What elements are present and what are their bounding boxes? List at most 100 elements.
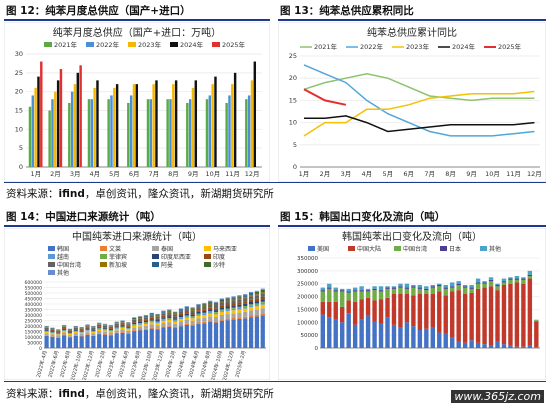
stack-segment xyxy=(91,331,96,332)
stack-segment xyxy=(482,282,487,284)
stack-segment xyxy=(173,314,178,317)
stack-segment xyxy=(254,306,260,310)
series-line xyxy=(303,64,535,137)
stack-segment xyxy=(50,332,55,334)
stack-segment xyxy=(196,304,201,305)
stack-segment xyxy=(359,291,364,300)
stack-segment xyxy=(404,288,410,294)
legend-label: 中国台湾 xyxy=(403,245,427,253)
stack-segment xyxy=(231,313,236,319)
bar xyxy=(59,69,63,167)
y-tick-label: 400000 xyxy=(24,302,42,308)
stack-segment xyxy=(527,345,533,348)
stack-segment xyxy=(91,333,96,336)
bar xyxy=(231,84,234,167)
stack-segment xyxy=(91,329,96,331)
y-tick-label: 200000 xyxy=(24,324,42,330)
stack-segment xyxy=(521,346,526,348)
stack-segment xyxy=(126,324,131,326)
stack-segment xyxy=(149,312,154,314)
stack-segment xyxy=(456,283,461,285)
bar xyxy=(37,76,40,167)
stack-segment xyxy=(237,318,242,348)
stack-segment xyxy=(149,313,154,315)
stack-segment xyxy=(508,277,513,279)
stack-segment xyxy=(208,311,213,313)
stack-segment xyxy=(132,318,137,320)
stack-segment xyxy=(260,288,265,290)
stack-segment xyxy=(404,283,410,288)
legend-swatch xyxy=(100,246,107,251)
stack-segment xyxy=(120,329,125,333)
bar xyxy=(115,84,119,167)
stack-segment xyxy=(155,315,160,316)
stack-segment xyxy=(219,314,224,320)
legend-swatch xyxy=(86,42,94,47)
stack-segment xyxy=(85,327,90,329)
stack-segment xyxy=(333,301,338,320)
legend-swatch xyxy=(128,42,136,47)
stack-segment xyxy=(62,331,67,333)
stack-segment xyxy=(527,270,533,275)
stack-segment xyxy=(173,311,178,313)
stack-segment xyxy=(56,330,61,332)
stack-segment xyxy=(225,297,230,299)
stack-segment xyxy=(248,291,254,294)
legend-label: 2024年 xyxy=(452,42,476,51)
legend-swatch xyxy=(100,262,107,267)
stack-segment xyxy=(155,325,160,329)
stack-segment xyxy=(196,307,201,311)
stack-segment xyxy=(73,329,78,331)
stack-segment xyxy=(443,295,448,334)
stack-segment xyxy=(248,299,254,302)
stack-segment xyxy=(143,329,149,348)
stack-segment xyxy=(161,319,166,321)
stack-segment xyxy=(184,307,189,309)
stack-segment xyxy=(44,327,49,330)
stack-segment xyxy=(488,345,494,348)
stack-segment xyxy=(173,313,178,315)
stack-segment xyxy=(173,323,178,327)
y-tick-label: 0 xyxy=(39,346,42,352)
stack-segment xyxy=(225,314,230,319)
stack-segment xyxy=(108,334,113,336)
stack-segment xyxy=(56,337,61,348)
stack-segment xyxy=(352,287,358,291)
stack-segment xyxy=(120,325,125,327)
stack-segment xyxy=(365,290,371,292)
stack-segment xyxy=(149,322,154,325)
stack-segment xyxy=(126,333,131,348)
stack-segment xyxy=(495,286,500,291)
stack-segment xyxy=(365,315,371,348)
stack-segment xyxy=(243,316,248,319)
stack-segment xyxy=(97,328,102,330)
stack-segment xyxy=(161,326,166,328)
stack-segment xyxy=(213,321,219,323)
fig15-chart: 韩国纯苯出口变化及流向（吨） 美国 中国大陆 中国台湾 日本 其他 0 50000 100000… xyxy=(278,228,546,380)
stack-segment xyxy=(108,329,113,330)
legend-swatch xyxy=(170,42,178,47)
stack-segment xyxy=(243,303,248,306)
stack-segment xyxy=(167,310,172,312)
stack-segment xyxy=(73,327,78,330)
stack-segment xyxy=(456,290,461,342)
stack-segment xyxy=(132,317,137,319)
stack-segment xyxy=(219,319,224,321)
stack-segment xyxy=(155,314,160,316)
stack-segment xyxy=(132,319,137,322)
stack-segment xyxy=(213,301,219,303)
stack-segment xyxy=(450,287,455,292)
stack-segment xyxy=(173,313,178,314)
stack-segment xyxy=(333,291,338,302)
stack-segment xyxy=(178,309,184,310)
stack-segment xyxy=(225,320,230,348)
stack-segment xyxy=(534,319,539,321)
stack-segment xyxy=(178,325,184,327)
stack-segment xyxy=(114,321,119,323)
stack-segment xyxy=(161,320,166,323)
bar xyxy=(113,87,116,167)
stack-segment xyxy=(260,292,265,294)
bar xyxy=(169,99,172,167)
legend-label: 文莱 xyxy=(109,245,121,253)
bar xyxy=(110,95,113,167)
